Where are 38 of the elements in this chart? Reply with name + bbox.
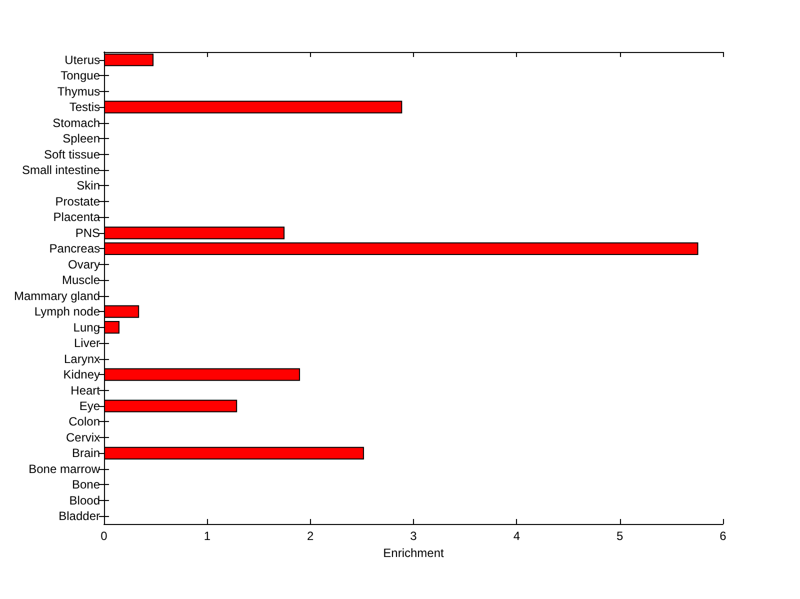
y-tick-label: Small intestine [22,163,100,177]
y-tick-label: Mammary gland [14,288,100,303]
y-tick-label: Stomach [52,116,100,130]
x-axis-title: Enrichment [383,546,445,560]
y-tick-label: Liver [74,336,100,350]
y-tick-label: Eye [79,399,100,413]
y-tick-label: Brain [72,446,100,460]
y-tick-label: Placenta [53,210,100,224]
y-tick-label: Spleen [62,132,100,146]
y-tick-label: Kidney [63,368,100,382]
y-tick-label: Testis [69,100,100,114]
y-tick-label: Bone marrow [28,462,100,476]
y-tick-label: Blood [69,493,100,508]
y-tick-label: Ovary [68,257,100,272]
y-tick-label: Cervix [66,430,100,444]
y-tick-label: Skin [76,178,100,193]
y-tick-label: Thymus [57,84,100,98]
x-tick-label: 5 [616,529,624,543]
x-tick-label: 6 [720,529,727,543]
y-tick-label: PNS [75,226,100,240]
x-tick-label: 1 [204,529,211,543]
x-tick-label: 0 [100,529,108,543]
y-tick-label: Prostate [55,194,100,208]
y-tick-label: Heart [70,383,101,398]
x-tick-label: 4 [513,529,520,543]
y-tick-label: Bone [72,478,100,492]
y-tick-label: Lymph node [34,304,100,319]
y-tick-label: Soft tissue [44,147,100,162]
x-tick-label: 2 [306,529,314,543]
y-tick-label: Larynx [64,352,100,366]
y-tick-label: Tongue [60,68,100,83]
y-tick-label: Uterus [64,52,100,67]
y-tick-label: Colon [68,414,100,429]
y-tick-label: Muscle [62,273,100,288]
y-tick-label: Pancreas [49,242,100,256]
y-tick-label: Bladder [58,509,100,524]
x-tick-label: 3 [410,529,418,543]
y-tick-label: Lung [73,320,100,334]
